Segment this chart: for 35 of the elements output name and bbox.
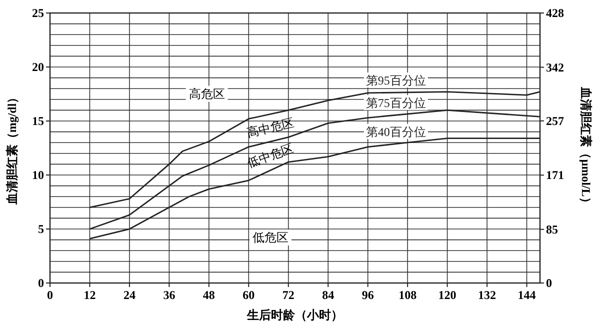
x-tick-label: 132 — [478, 288, 496, 302]
x-tick-label: 72 — [282, 288, 294, 302]
series-label: 第95百分位 — [366, 74, 426, 88]
y-tick-label: 20 — [32, 60, 44, 74]
x-tick-label: 120 — [438, 288, 456, 302]
y2-axis-title: 血清胆红素（µmol/L） — [579, 86, 593, 209]
series-label: 第75百分位 — [366, 96, 426, 110]
y-tick-label: 5 — [38, 222, 44, 236]
annotation: 高危区 — [188, 86, 225, 101]
annotation: 低中危区 — [246, 141, 296, 171]
y-tick-label: 10 — [32, 168, 44, 182]
y-axis-title: 血清胆红素（mg/dl） — [5, 91, 19, 206]
y2-tick-label: 85 — [546, 222, 558, 236]
y-tick-label: 0 — [38, 276, 44, 290]
x-tick-label: 36 — [163, 288, 176, 302]
y-tick-label: 25 — [32, 6, 44, 20]
y2-tick-label: 171 — [546, 168, 564, 182]
x-tick-label: 84 — [322, 288, 334, 302]
annotation: 高中危区 — [246, 116, 296, 140]
y-tick-label: 15 — [32, 114, 44, 128]
x-tick-label: 48 — [202, 288, 215, 302]
x-tick-label: 96 — [362, 288, 374, 302]
annotation: 低危区 — [252, 230, 288, 244]
x-tick-label: 24 — [123, 288, 136, 302]
y2-tick-label: 257 — [546, 114, 564, 128]
y2-tick-label: 342 — [546, 60, 564, 74]
x-tick-label: 0 — [47, 288, 53, 302]
x-tick-label: 144 — [518, 288, 536, 302]
series-label: 第40百分位 — [366, 124, 426, 139]
y2-tick-label: 0 — [546, 276, 552, 290]
y2-tick-label: 428 — [546, 6, 564, 20]
x-axis-title: 生后时龄（小时） — [246, 308, 343, 322]
x-tick-label: 60 — [242, 288, 255, 302]
x-tick-label: 12 — [84, 288, 96, 302]
x-tick-label: 108 — [398, 288, 417, 302]
